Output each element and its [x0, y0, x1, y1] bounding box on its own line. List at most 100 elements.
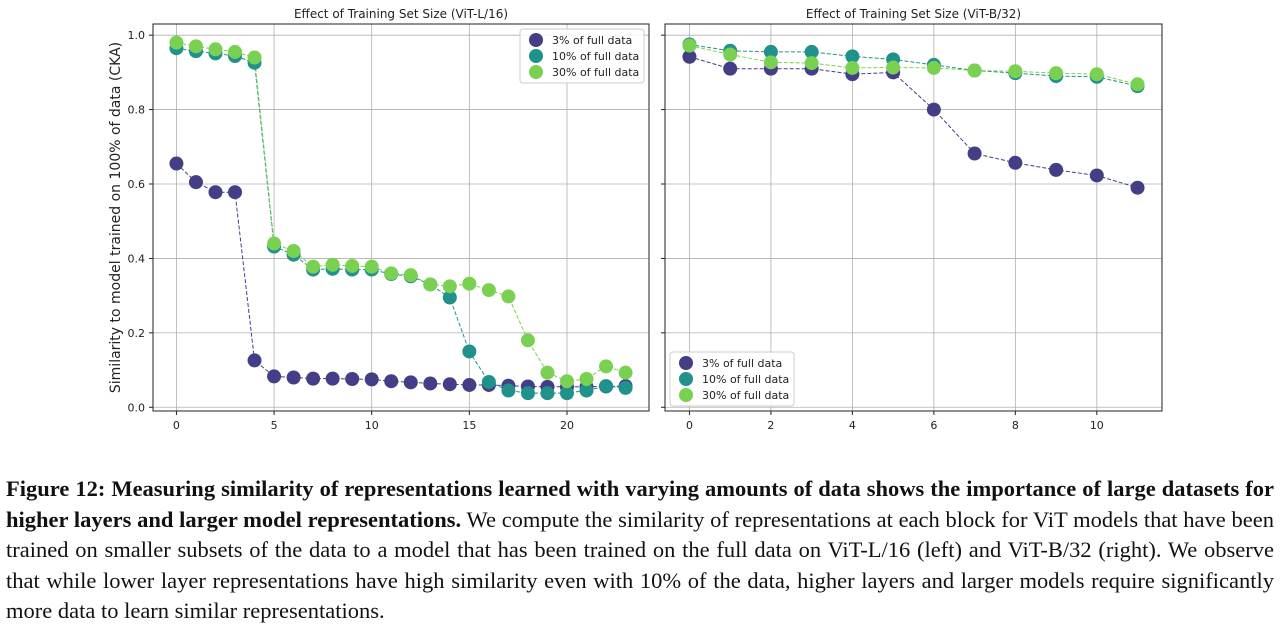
- legend-label: 10% of full data: [702, 373, 789, 386]
- legend-marker: [679, 356, 693, 370]
- data-point: [579, 371, 594, 386]
- data-point: [188, 39, 203, 54]
- x-tick-label: 15: [462, 419, 476, 430]
- panel-vit-l16: 0 5 10 15 20 0.0 0.2 0.4 0.6 0.8 1.0 Effect of Trai…: [108, 7, 650, 430]
- data-point: [169, 156, 184, 171]
- caption-text: We compute the similarity of representat…: [6, 506, 1275, 624]
- data-point: [208, 42, 223, 57]
- data-point: [763, 44, 778, 59]
- x-tick-label: 4: [849, 419, 856, 430]
- data-point: [247, 353, 262, 368]
- data-point: [462, 377, 477, 392]
- data-point: [1008, 64, 1023, 79]
- legend-label: 3% of full data: [702, 357, 782, 370]
- data-point: [267, 369, 282, 384]
- data-point: [384, 374, 399, 389]
- data-point: [501, 289, 516, 304]
- data-point: [1049, 162, 1064, 177]
- chart-title: Effect of Training Set Size (ViT-L/16): [294, 7, 508, 21]
- data-point: [559, 374, 574, 389]
- data-point: [286, 243, 301, 258]
- legend-marker: [529, 65, 543, 79]
- data-point: [384, 266, 399, 281]
- data-point: [267, 236, 282, 251]
- data-point: [325, 257, 340, 272]
- data-point: [763, 55, 778, 70]
- data-point: [682, 49, 697, 64]
- data-point: [520, 386, 535, 401]
- legend-marker: [529, 49, 543, 63]
- data-point: [364, 259, 379, 274]
- data-point: [579, 383, 594, 398]
- panel-vit-b32: 0 2 4 6 8 10 Effect of Training Set Size (ViT-…: [661, 7, 1163, 430]
- data-point: [926, 60, 941, 75]
- x-tick-label: 0: [686, 419, 693, 430]
- data-point: [364, 372, 379, 387]
- data-point: [886, 60, 901, 75]
- data-point: [208, 185, 223, 200]
- data-point: [618, 380, 633, 395]
- data-point: [967, 146, 982, 161]
- data-point: [723, 47, 738, 62]
- data-point: [540, 365, 555, 380]
- legend-marker: [679, 372, 693, 386]
- legend-marker: [529, 33, 543, 47]
- data-point: [228, 185, 243, 200]
- data-point: [403, 375, 418, 390]
- data-point: [1089, 168, 1104, 183]
- x-tick-label: 20: [560, 419, 574, 430]
- data-point: [559, 386, 574, 401]
- legend-label: 30% of full data: [702, 389, 789, 402]
- data-point: [423, 277, 438, 292]
- plot-frame: [152, 23, 650, 412]
- data-point: [462, 276, 477, 291]
- x-tick-label: 10: [1090, 419, 1104, 430]
- data-point: [1008, 155, 1023, 170]
- legend-label: 10% of full data: [552, 50, 639, 63]
- x-tick-label: 5: [271, 419, 278, 430]
- data-point: [442, 377, 457, 392]
- data-point: [345, 371, 360, 386]
- data-point: [286, 370, 301, 385]
- data-point: [967, 63, 982, 78]
- x-tick-label: 2: [767, 419, 774, 430]
- data-point: [845, 60, 860, 75]
- series-line: [689, 56, 1138, 189]
- data-point: [188, 175, 203, 190]
- data-point: [501, 383, 516, 398]
- data-point: [325, 371, 340, 386]
- x-tick-label: 0: [173, 419, 180, 430]
- y-tick-label: 0.4: [128, 252, 146, 265]
- data-point: [540, 386, 555, 401]
- data-point: [520, 333, 535, 348]
- data-point: [306, 371, 321, 386]
- data-point: [247, 50, 262, 65]
- data-point: [804, 44, 819, 59]
- series-line: [689, 44, 1138, 87]
- data-point: [804, 56, 819, 71]
- x-tick-label: 8: [1012, 419, 1019, 430]
- legend-box: [519, 28, 645, 84]
- y-tick-label: 0.6: [128, 178, 146, 191]
- data-point: [723, 61, 738, 76]
- data-point: [423, 376, 438, 391]
- y-tick-label: 0.0: [128, 401, 146, 414]
- legend-label: 30% of full data: [552, 66, 639, 79]
- data-point: [345, 258, 360, 273]
- data-point: [1049, 66, 1064, 81]
- legend-marker: [679, 388, 693, 402]
- caption-bold: Figure 12: Measuring similarity of repre…: [6, 476, 1274, 532]
- plot-frame: [664, 23, 1163, 412]
- data-point: [442, 279, 457, 294]
- series-line: [176, 42, 626, 382]
- data-point: [462, 344, 477, 359]
- y-tick-label: 1.0: [128, 29, 146, 42]
- data-point: [618, 365, 633, 380]
- data-point: [599, 359, 614, 374]
- data-point: [481, 374, 496, 389]
- chart-title: Effect of Training Set Size (ViT-B/32): [806, 7, 1021, 21]
- data-point: [169, 35, 184, 50]
- y-tick-label: 0.8: [128, 104, 146, 117]
- legend-box: [669, 351, 795, 407]
